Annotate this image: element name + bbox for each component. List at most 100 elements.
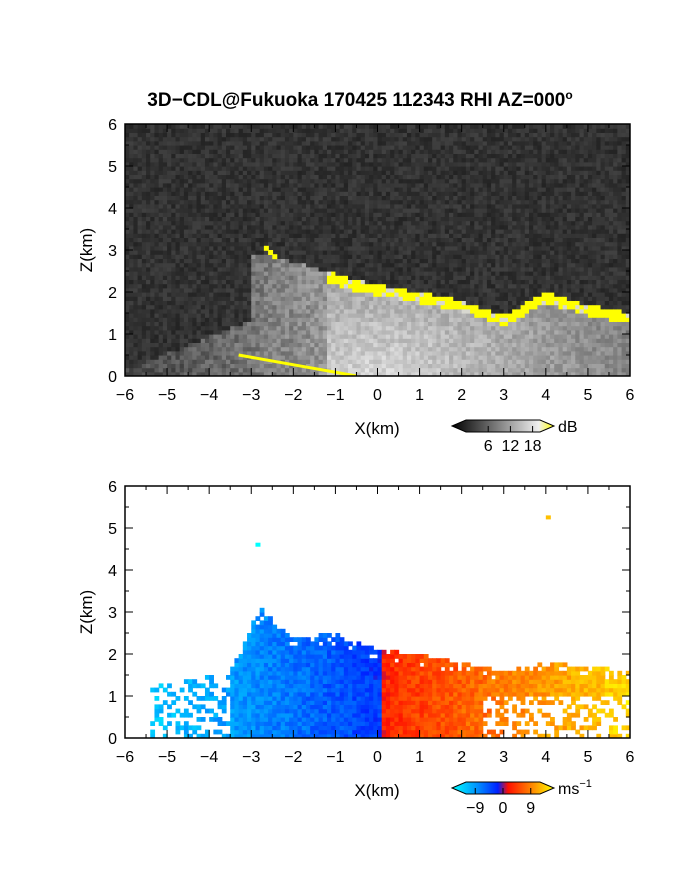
intensity-cell xyxy=(343,266,349,272)
intensity-cell xyxy=(449,342,454,348)
intensity-cell xyxy=(272,292,278,297)
intensity-cell xyxy=(251,321,257,327)
intensity-cell xyxy=(461,174,467,180)
intensity-cell xyxy=(280,132,286,138)
intensity-cell xyxy=(280,199,286,205)
intensity-cell xyxy=(188,258,193,264)
intensity-cell xyxy=(293,216,299,222)
intensity-cell xyxy=(360,199,366,205)
intensity-cell xyxy=(272,250,278,255)
intensity-cell xyxy=(221,300,227,306)
intensity-cell xyxy=(230,161,236,167)
intensity-cell xyxy=(436,308,442,314)
intensity-cell xyxy=(242,220,248,226)
intensity-cell xyxy=(364,279,370,285)
intensity-cell xyxy=(272,258,278,264)
intensity-cell xyxy=(381,191,387,196)
intensity-cell xyxy=(428,258,433,264)
intensity-cell xyxy=(226,313,231,318)
intensity-cell xyxy=(255,367,261,373)
intensity-cell xyxy=(284,166,290,171)
intensity-cell xyxy=(255,266,261,272)
intensity-cell xyxy=(154,283,160,289)
intensity-cell xyxy=(209,224,214,230)
intensity-cell xyxy=(364,140,370,146)
intensity-cell xyxy=(364,300,370,306)
intensity-cell xyxy=(348,233,353,238)
intensity-cell xyxy=(179,363,185,369)
intensity-cell xyxy=(183,208,189,213)
intensity-cell xyxy=(284,363,290,369)
intensity-cell xyxy=(255,371,261,376)
intensity-cell xyxy=(179,338,185,343)
intensity-cell xyxy=(226,157,231,163)
intensity-cell xyxy=(251,363,257,369)
intensity-cell xyxy=(394,178,400,184)
intensity-cell xyxy=(305,292,311,297)
intensity-cell xyxy=(289,279,294,285)
intensity-cell xyxy=(217,132,223,138)
intensity-cell xyxy=(348,237,353,243)
intensity-cell xyxy=(402,166,408,171)
intensity-cell xyxy=(179,208,185,213)
intensity-cell xyxy=(423,371,429,376)
intensity-cell xyxy=(171,346,177,352)
intensity-cell xyxy=(356,208,362,213)
intensity-cell xyxy=(234,220,240,226)
intensity-cell xyxy=(373,329,379,335)
intensity-cell xyxy=(461,250,467,255)
intensity-cell xyxy=(449,283,454,289)
intensity-cell xyxy=(335,132,341,138)
intensity-cell xyxy=(276,245,282,251)
intensity-cell xyxy=(259,132,265,138)
intensity-cell xyxy=(301,182,307,188)
intensity-cell xyxy=(183,308,189,314)
intensity-cell xyxy=(369,191,374,196)
intensity-cell xyxy=(432,182,438,188)
intensity-cell xyxy=(449,254,454,259)
intensity-cell xyxy=(200,182,206,188)
intensity-cell xyxy=(272,296,278,301)
intensity-cell xyxy=(154,321,160,327)
intensity-cell xyxy=(440,128,446,133)
intensity-cell xyxy=(356,174,362,180)
intensity-cell xyxy=(474,355,480,360)
intensity-cell xyxy=(133,182,139,188)
intensity-cell xyxy=(192,140,198,146)
intensity-cell xyxy=(369,195,374,201)
intensity-cell xyxy=(146,313,151,318)
intensity-cell xyxy=(137,334,143,339)
intensity-cell xyxy=(440,237,446,243)
intensity-cell xyxy=(402,174,408,180)
intensity-cell xyxy=(394,313,400,318)
intensity-cell xyxy=(192,132,198,138)
intensity-cell xyxy=(272,166,278,171)
intensity-cells xyxy=(125,124,630,376)
intensity-cell xyxy=(154,275,160,280)
intensity-cell xyxy=(162,145,168,150)
intensity-cell xyxy=(234,195,240,201)
intensity-cell xyxy=(394,355,400,360)
intensity-cell xyxy=(470,283,475,289)
intensity-cell xyxy=(259,262,265,268)
intensity-cell xyxy=(204,199,210,205)
intensity-cell xyxy=(154,195,160,201)
intensity-cell xyxy=(171,229,177,234)
intensity-cell xyxy=(192,334,198,339)
intensity-cell xyxy=(238,166,244,171)
intensity-cell xyxy=(444,342,450,348)
intensity-cell xyxy=(369,287,374,293)
intensity-cell xyxy=(428,245,433,251)
intensity-cell xyxy=(465,187,471,192)
intensity-cell xyxy=(398,216,404,222)
intensity-cell xyxy=(226,124,231,129)
intensity-cell xyxy=(444,128,450,133)
intensity-cell xyxy=(377,338,383,343)
intensity-cell xyxy=(390,271,395,276)
intensity-cell xyxy=(423,132,429,138)
intensity-cell xyxy=(289,132,294,138)
intensity-cell xyxy=(196,245,202,251)
intensity-cell xyxy=(457,153,463,159)
intensity-cell xyxy=(146,350,151,356)
intensity-cell xyxy=(209,254,214,259)
